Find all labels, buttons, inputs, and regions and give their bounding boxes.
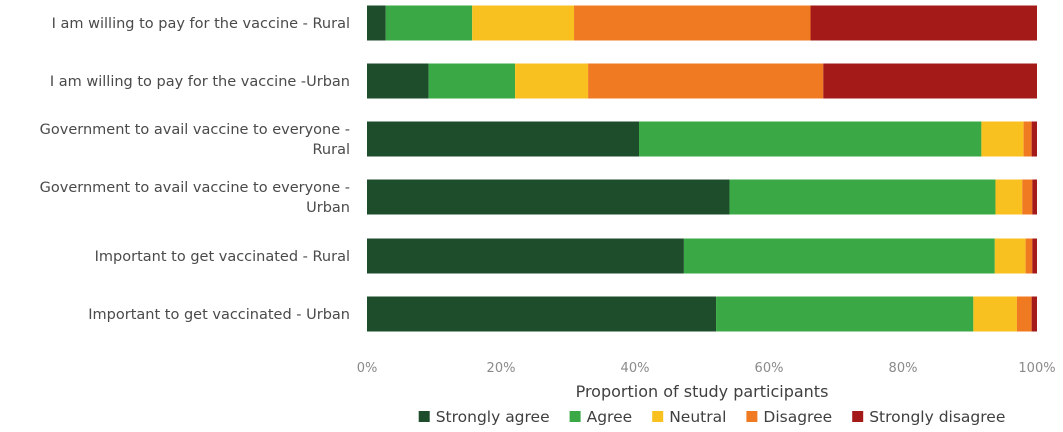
x-axis-ticks: 0% 20% 40% 60% 80% 100%: [357, 361, 1056, 376]
bar-segment-strongly-agree: [367, 179, 730, 215]
bar-segment-disagree: [574, 5, 811, 41]
bar-segment-neutral: [973, 296, 1017, 332]
bar-segment-agree: [683, 238, 995, 274]
bar-segment-strongly-agree: [367, 63, 429, 99]
bar-segment-disagree: [1023, 121, 1032, 157]
bar-segment-strongly-disagree: [810, 5, 1037, 41]
x-axis-title: Proportion of study participants: [576, 382, 829, 401]
x-tick-label: 80%: [889, 361, 918, 376]
bar-segment-neutral: [981, 121, 1024, 157]
bar-segment-agree: [428, 63, 516, 99]
bar-segment-neutral: [995, 179, 1023, 215]
legend-item-strongly-agree: Strongly agree: [418, 408, 550, 426]
legend-swatch: [569, 411, 581, 422]
category-label: Urban: [306, 200, 350, 216]
legend-item-neutral: Neutral: [652, 408, 726, 426]
legend-label: Strongly disagree: [869, 408, 1005, 426]
bars-layer: [367, 5, 1037, 332]
category-labels: I am willing to pay for the vaccine - Ru…: [40, 16, 350, 323]
bar-segment-strongly-disagree: [1031, 296, 1037, 332]
x-tick-label: 0%: [357, 361, 378, 376]
legend-label: Neutral: [669, 408, 726, 426]
category-label: Government to avail vaccine to everyone …: [40, 180, 350, 196]
bar-segment-strongly-agree: [367, 238, 684, 274]
bar-segment-disagree: [1025, 238, 1033, 274]
legend-label: Disagree: [763, 408, 832, 426]
category-label: Rural: [313, 142, 351, 158]
legend-item-agree: Agree: [569, 408, 633, 426]
category-label: Important to get vaccinated - Rural: [95, 249, 350, 265]
legend-swatch: [418, 411, 430, 422]
bar-segment-disagree: [1022, 179, 1033, 215]
x-tick-label: 60%: [755, 361, 784, 376]
bar-segment-strongly-disagree: [1031, 121, 1037, 157]
bar-segment-neutral: [515, 63, 589, 99]
bar-segment-strongly-agree: [367, 296, 717, 332]
legend-label: Agree: [587, 408, 633, 426]
category-label: Important to get vaccinated - Urban: [88, 307, 350, 323]
bar-segment-strongly-disagree: [823, 63, 1037, 99]
legend-item-disagree: Disagree: [746, 408, 832, 426]
bar-segment-agree: [729, 179, 996, 215]
bar-segment-strongly-agree: [367, 121, 640, 157]
bar-segment-agree: [385, 5, 473, 41]
legend-swatch: [652, 411, 664, 422]
bar-segment-strongly-disagree: [1032, 179, 1037, 215]
category-label: I am willing to pay for the vaccine - Ru…: [52, 16, 350, 32]
x-tick-label: 20%: [487, 361, 516, 376]
x-tick-label: 40%: [621, 361, 650, 376]
category-label: I am willing to pay for the vaccine -Urb…: [50, 74, 350, 90]
legend-item-strongly-disagree: Strongly disagree: [852, 408, 1005, 426]
bar-segment-disagree: [588, 63, 824, 99]
bar-segment-neutral: [472, 5, 575, 41]
bar-segment-agree: [639, 121, 982, 157]
legend-swatch: [852, 411, 864, 422]
legend-label: Strongly agree: [436, 408, 550, 426]
category-label: Government to avail vaccine to everyone …: [40, 122, 350, 138]
x-tick-label: 100%: [1018, 361, 1055, 376]
bar-segment-neutral: [994, 238, 1026, 274]
bar-segment-strongly-disagree: [1032, 238, 1037, 274]
legend: Strongly agree Agree Neutral Disagree Strong…: [418, 408, 1005, 426]
bar-segment-agree: [716, 296, 974, 332]
bar-segment-disagree: [1016, 296, 1032, 332]
legend-swatch: [746, 411, 758, 422]
bar-segment-strongly-agree: [367, 5, 386, 41]
